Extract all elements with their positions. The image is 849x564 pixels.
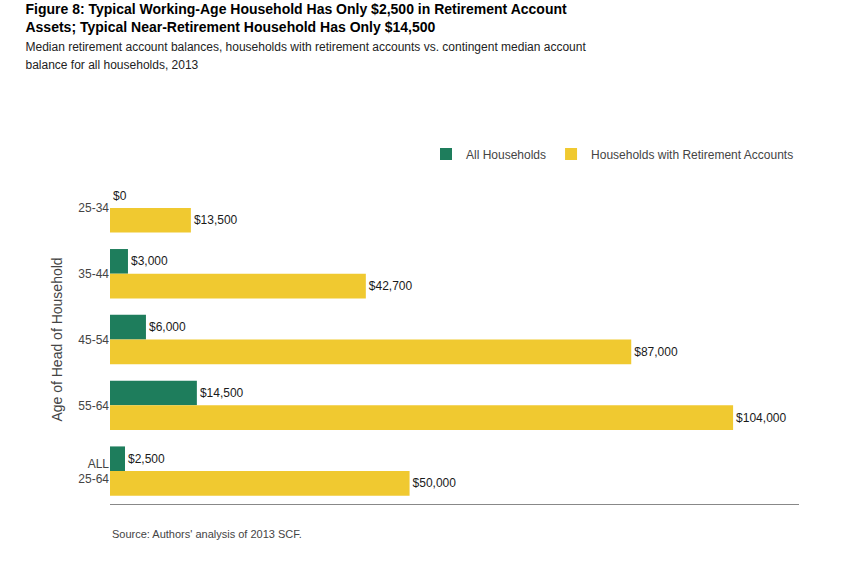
svg-text:Age of Head of Household: Age of Head of Household <box>49 257 65 421</box>
svg-text:45-54: 45-54 <box>78 333 109 347</box>
svg-text:All Households: All Households <box>466 148 546 162</box>
svg-text:$0: $0 <box>113 189 127 203</box>
svg-text:$13,500: $13,500 <box>194 213 238 227</box>
svg-text:Figure 8: Typical Working-Age: Figure 8: Typical Working-Age Household … <box>25 1 586 72</box>
svg-text:ALL25-64: ALL25-64 <box>78 457 109 487</box>
svg-text:$50,000: $50,000 <box>413 476 457 490</box>
svg-text:$104,000: $104,000 <box>736 411 786 425</box>
svg-text:55-64: 55-64 <box>78 399 109 413</box>
svg-text:$3,000: $3,000 <box>131 254 168 268</box>
svg-text:$6,000: $6,000 <box>149 320 186 334</box>
svg-text:$87,000: $87,000 <box>634 345 678 359</box>
svg-text:$2,500: $2,500 <box>128 452 165 466</box>
svg-text:$42,700: $42,700 <box>369 279 413 293</box>
svg-text:Households with Retirement Acc: Households with Retirement Accounts <box>591 148 793 162</box>
svg-text:25-34: 25-34 <box>78 201 109 215</box>
svg-text:$14,500: $14,500 <box>200 386 244 400</box>
svg-text:Source: Authors' analysis of 2: Source: Authors' analysis of 2013 SCF. <box>112 528 302 540</box>
svg-text:35-44: 35-44 <box>78 267 109 281</box>
